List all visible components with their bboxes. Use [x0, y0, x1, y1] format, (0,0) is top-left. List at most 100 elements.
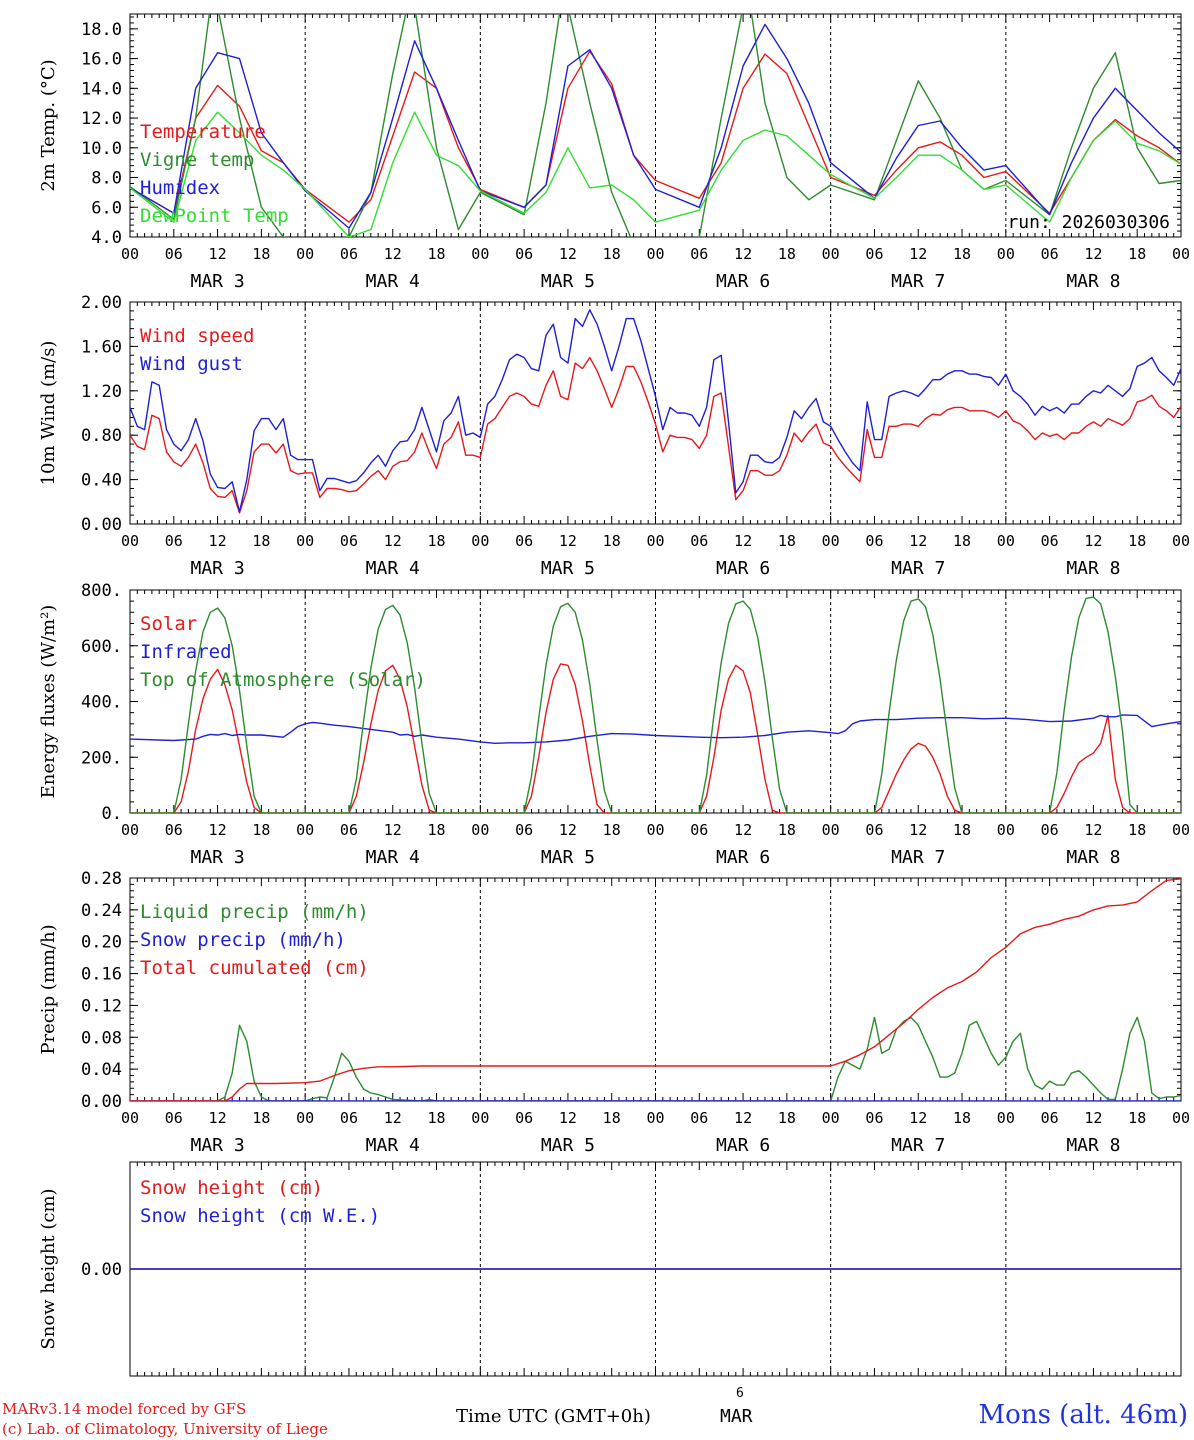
- temperature-x-tick-label: 12: [209, 245, 227, 263]
- precip-x-tick-label: 18: [1128, 1109, 1146, 1127]
- energy-day-label: MAR 6: [716, 847, 770, 868]
- precip-x-tick-label: 06: [690, 1109, 708, 1127]
- energy-x-tick-label: 06: [690, 821, 708, 839]
- temperature-y-tick-label: 6.0: [91, 198, 122, 218]
- precip-x-tick-label: 12: [559, 1109, 577, 1127]
- energy-y-tick-label: 400.: [81, 693, 122, 713]
- model-credit: MARv3.14 model forced by GFS: [2, 1400, 247, 1418]
- temperature-y-tick-label: 12.0: [81, 109, 122, 129]
- wind-x-tick-label: 12: [909, 532, 927, 550]
- precip-legend-entry: Liquid precip (mm/h): [140, 901, 369, 923]
- energy-legend-entry: Infrared: [140, 641, 232, 663]
- precip-y-tick-label: 0.20: [81, 933, 122, 953]
- energy-x-tick-label: 12: [559, 821, 577, 839]
- wind-panel: 0.00 0.40 0.80 1.20 1.60 2.00 10m Wind (m/s) Wi…: [38, 293, 1190, 579]
- energy-x-tick-label: 18: [778, 821, 796, 839]
- meteogram: 4.0 6.0 8.0 10.0 12.0 14.0 16.0 18.0 2m Temp. (°…: [38, 13, 1190, 1377]
- energy-day-label: MAR 8: [1066, 847, 1120, 868]
- lab-credit: (c) Lab. of Climatology, University of L…: [2, 1420, 328, 1438]
- wind-x-tick-label: 00: [997, 532, 1015, 550]
- temperature-run-annotation: run: 2026030306: [1007, 212, 1170, 233]
- precip-x-tick-label: 00: [121, 1109, 139, 1127]
- wind-x-tick-label: 06: [865, 532, 883, 550]
- energy-x-tick-label: 06: [515, 821, 533, 839]
- wind-x-tick-label: 12: [734, 532, 752, 550]
- temperature-x-tick-label: 06: [690, 245, 708, 263]
- temperature-x-tick-label: 00: [646, 245, 664, 263]
- precip-y-tick-label: 0.24: [81, 901, 122, 921]
- precip-day-label: MAR 7: [891, 1135, 945, 1156]
- wind-x-tick-label: 00: [296, 532, 314, 550]
- energy-x-tick-label: 18: [252, 821, 270, 839]
- precip-y-tick-label: 0.00: [81, 1092, 122, 1112]
- precip-day-label: MAR 5: [541, 1135, 595, 1156]
- temperature-day-label: MAR 4: [366, 271, 420, 292]
- wind-x-tick-label: 18: [953, 532, 971, 550]
- energy-x-tick-label: 12: [384, 821, 402, 839]
- temperature-x-tick-label: 12: [734, 245, 752, 263]
- temperature-x-tick-label: 18: [428, 245, 446, 263]
- temperature-legend-entry: Vigne temp: [140, 149, 254, 171]
- temperature-x-tick-label: 12: [909, 245, 927, 263]
- temperature-y-tick-label: 14.0: [81, 79, 122, 99]
- precip-x-tick-label: 12: [209, 1109, 227, 1127]
- center-day-label: 6: [736, 1386, 744, 1401]
- energy-y-axis-label: Energy fluxes (W/m²): [38, 605, 59, 799]
- wind-x-tick-label: 12: [1084, 532, 1102, 550]
- energy-x-tick-label: 06: [865, 821, 883, 839]
- precip-y-axis-label: Precip (mm/h): [38, 924, 59, 1054]
- energy-x-tick-label: 00: [997, 821, 1015, 839]
- energy-x-tick-label: 00: [471, 821, 489, 839]
- wind-day-label: MAR 5: [541, 558, 595, 579]
- temperature-y-tick-label: 18.0: [81, 20, 122, 40]
- energy-x-tick-label-final: 00: [1172, 821, 1190, 839]
- snow-y-tick-label: 0.00: [81, 1260, 122, 1280]
- energy-series-group: [130, 596, 1181, 813]
- wind-x-tick-label: 00: [646, 532, 664, 550]
- precip-y-tick-label: 0.28: [81, 869, 122, 889]
- precip-x-tick-label: 12: [734, 1109, 752, 1127]
- wind-x-tick-label: 00: [121, 532, 139, 550]
- temperature-x-tick-label: 00: [121, 245, 139, 263]
- wind-series-group: [130, 309, 1181, 514]
- wind-day-label: MAR 7: [891, 558, 945, 579]
- temperature-y-tick-label: 10.0: [81, 139, 122, 159]
- center-month-label: MAR: [720, 1406, 753, 1427]
- energy-y-tick-label: 0.: [102, 804, 122, 824]
- temperature-day-label: MAR 3: [190, 271, 244, 292]
- energy-x-tick-label: 00: [646, 821, 664, 839]
- precip-x-tick-label: 18: [428, 1109, 446, 1127]
- energy-x-tick-label: 06: [165, 821, 183, 839]
- wind-y-tick-label: 0.40: [81, 471, 122, 491]
- energy-y-tick-label: 800.: [81, 581, 122, 601]
- precip-day-label: MAR 8: [1066, 1135, 1120, 1156]
- precip-series-group: [130, 878, 1181, 1101]
- precip-y-tick-label: 0.16: [81, 965, 122, 985]
- temperature-x-tick-label: 18: [1128, 245, 1146, 263]
- temperature-legend-entry: Humidex: [140, 177, 220, 199]
- energy-y-tick-label: 200.: [81, 748, 122, 768]
- energy-x-tick-label: 06: [1041, 821, 1059, 839]
- energy-day-label: MAR 5: [541, 847, 595, 868]
- wind-x-tick-label: 12: [384, 532, 402, 550]
- x-axis-label: Time UTC (GMT+0h): [456, 1406, 651, 1427]
- wind-x-tick-label: 12: [559, 532, 577, 550]
- precip-x-tick-label: 06: [340, 1109, 358, 1127]
- precip-x-tick-label: 12: [384, 1109, 402, 1127]
- precip-x-tick-label: 12: [909, 1109, 927, 1127]
- precip-x-tick-label: 06: [165, 1109, 183, 1127]
- energy-x-tick-label: 18: [953, 821, 971, 839]
- temperature-x-tick-label: 18: [252, 245, 270, 263]
- wind-day-label: MAR 8: [1066, 558, 1120, 579]
- temperature-x-tick-label: 06: [515, 245, 533, 263]
- precip-x-tick-label: 00: [471, 1109, 489, 1127]
- temperature-legend-entry: DewPoint Temp: [140, 205, 289, 227]
- energy-x-tick-label: 00: [822, 821, 840, 839]
- temperature-x-tick-label: 06: [865, 245, 883, 263]
- station-name: Mons (alt. 46m): [978, 1400, 1188, 1430]
- snow-panel: 0.00 Snow height (cm) Snow height (cm) Snow…: [38, 1161, 1182, 1377]
- wind-y-tick-label: 1.20: [81, 382, 122, 402]
- precip-x-tick-label: 00: [997, 1109, 1015, 1127]
- wind-day-label: MAR 3: [190, 558, 244, 579]
- wind-x-tick-label: 06: [515, 532, 533, 550]
